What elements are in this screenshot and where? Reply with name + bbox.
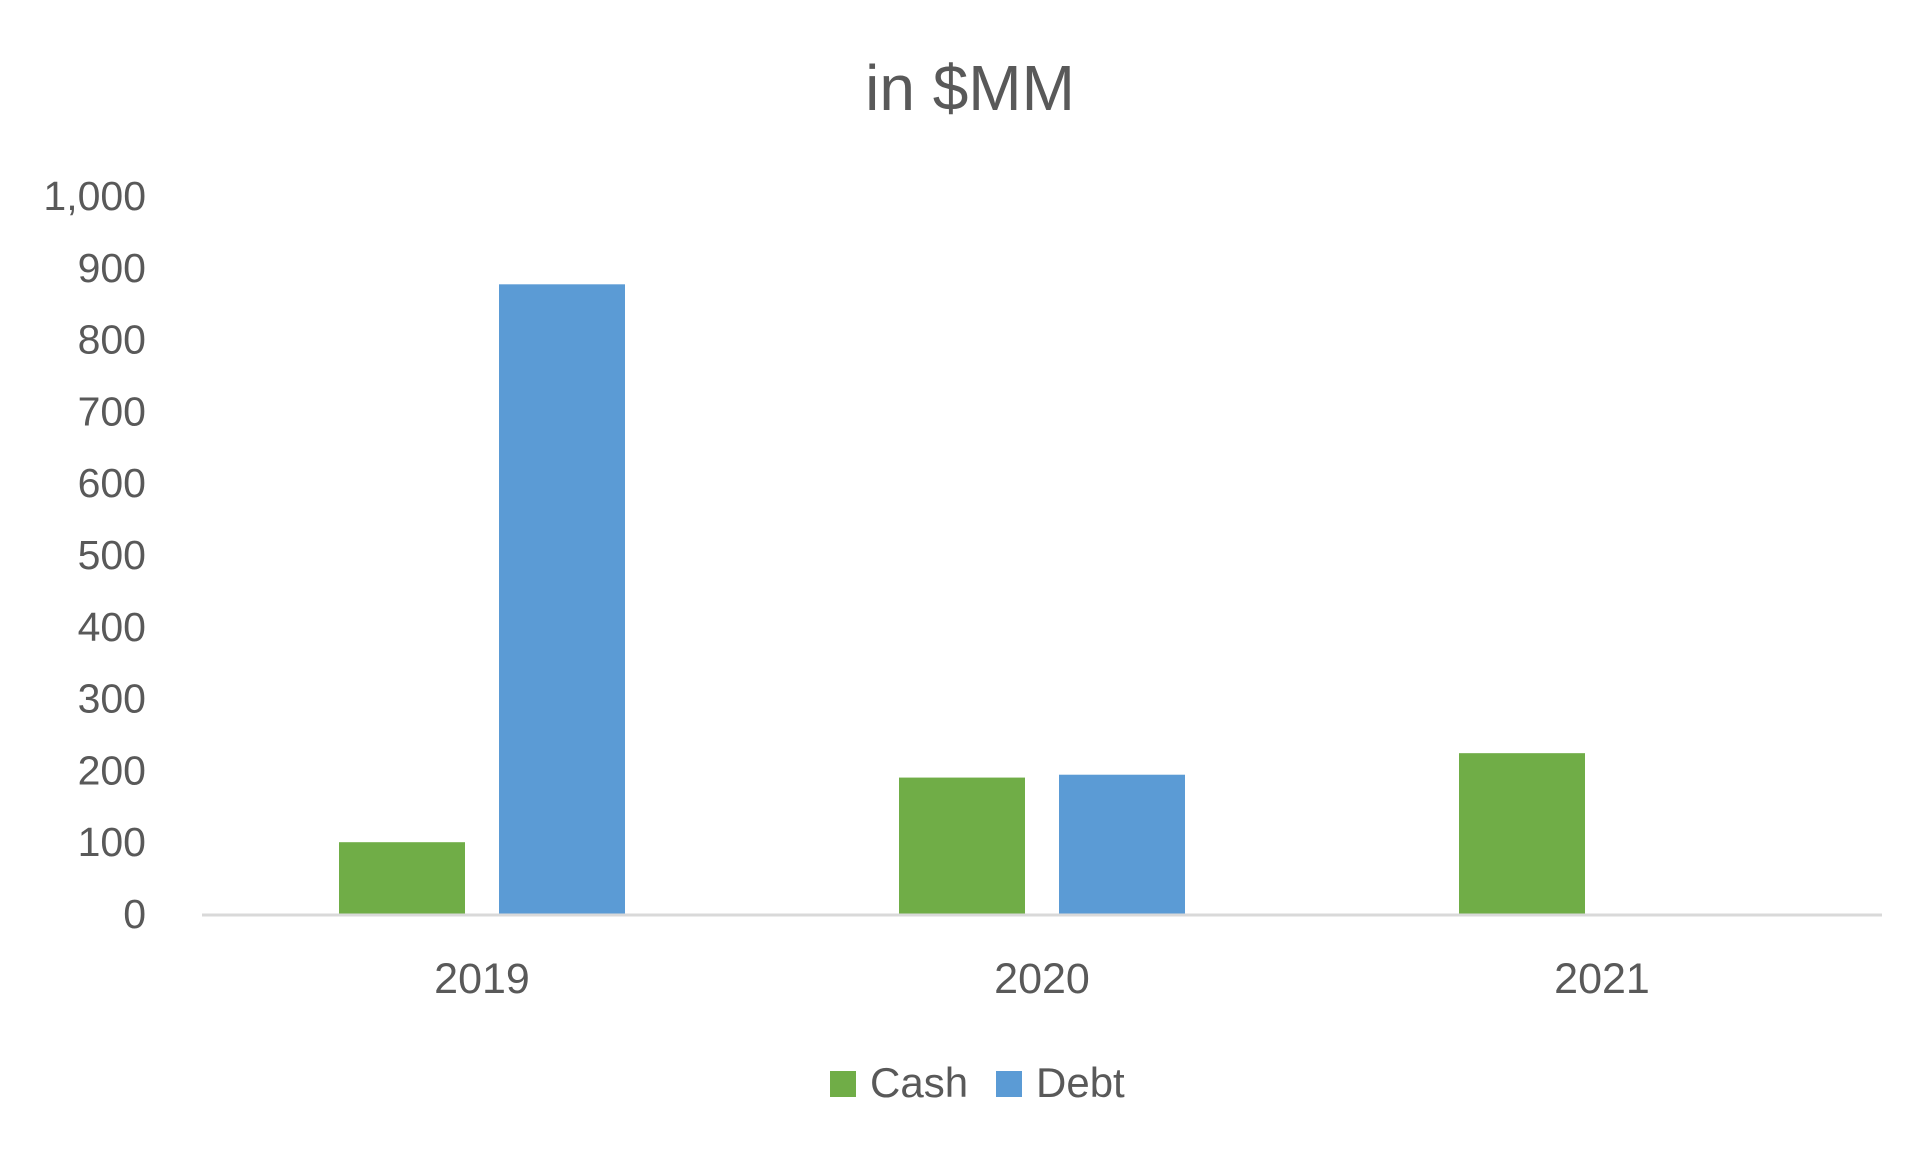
y-tick-label: 700 bbox=[78, 388, 146, 434]
y-tick-label: 300 bbox=[78, 676, 146, 722]
bar-debt-2019 bbox=[499, 284, 625, 915]
y-tick-label: 500 bbox=[78, 532, 146, 578]
y-tick-label: 100 bbox=[78, 819, 146, 865]
legend-swatch-cash bbox=[830, 1071, 856, 1097]
bars-group bbox=[339, 284, 1585, 915]
x-tick-label: 2020 bbox=[994, 955, 1090, 1003]
bar-cash-2020 bbox=[899, 777, 1025, 914]
chart-title: in $MM bbox=[865, 52, 1075, 124]
legend: Cash Debt bbox=[830, 1059, 1125, 1106]
y-tick-label: 200 bbox=[78, 747, 146, 793]
bar-debt-2020 bbox=[1059, 774, 1185, 914]
x-tick-label: 2021 bbox=[1554, 955, 1650, 1003]
legend-label-debt: Debt bbox=[1036, 1059, 1125, 1106]
x-tick-label: 2019 bbox=[434, 955, 530, 1003]
y-tick-label: 900 bbox=[78, 245, 146, 291]
y-tick-label: 600 bbox=[78, 460, 146, 506]
legend-swatch-debt bbox=[996, 1071, 1022, 1097]
bar-cash-2021 bbox=[1459, 753, 1585, 914]
x-axis: 2019 2020 2021 bbox=[434, 955, 1650, 1003]
y-tick-label: 0 bbox=[123, 891, 146, 937]
y-tick-label: 800 bbox=[78, 317, 146, 363]
y-tick-label: 1,000 bbox=[43, 173, 146, 219]
y-tick-label: 400 bbox=[78, 604, 146, 650]
legend-label-cash: Cash bbox=[870, 1059, 968, 1106]
y-axis: 0 100 200 300 400 500 600 700 800 900 1,000 bbox=[43, 173, 146, 937]
bar-cash-2019 bbox=[339, 842, 465, 914]
